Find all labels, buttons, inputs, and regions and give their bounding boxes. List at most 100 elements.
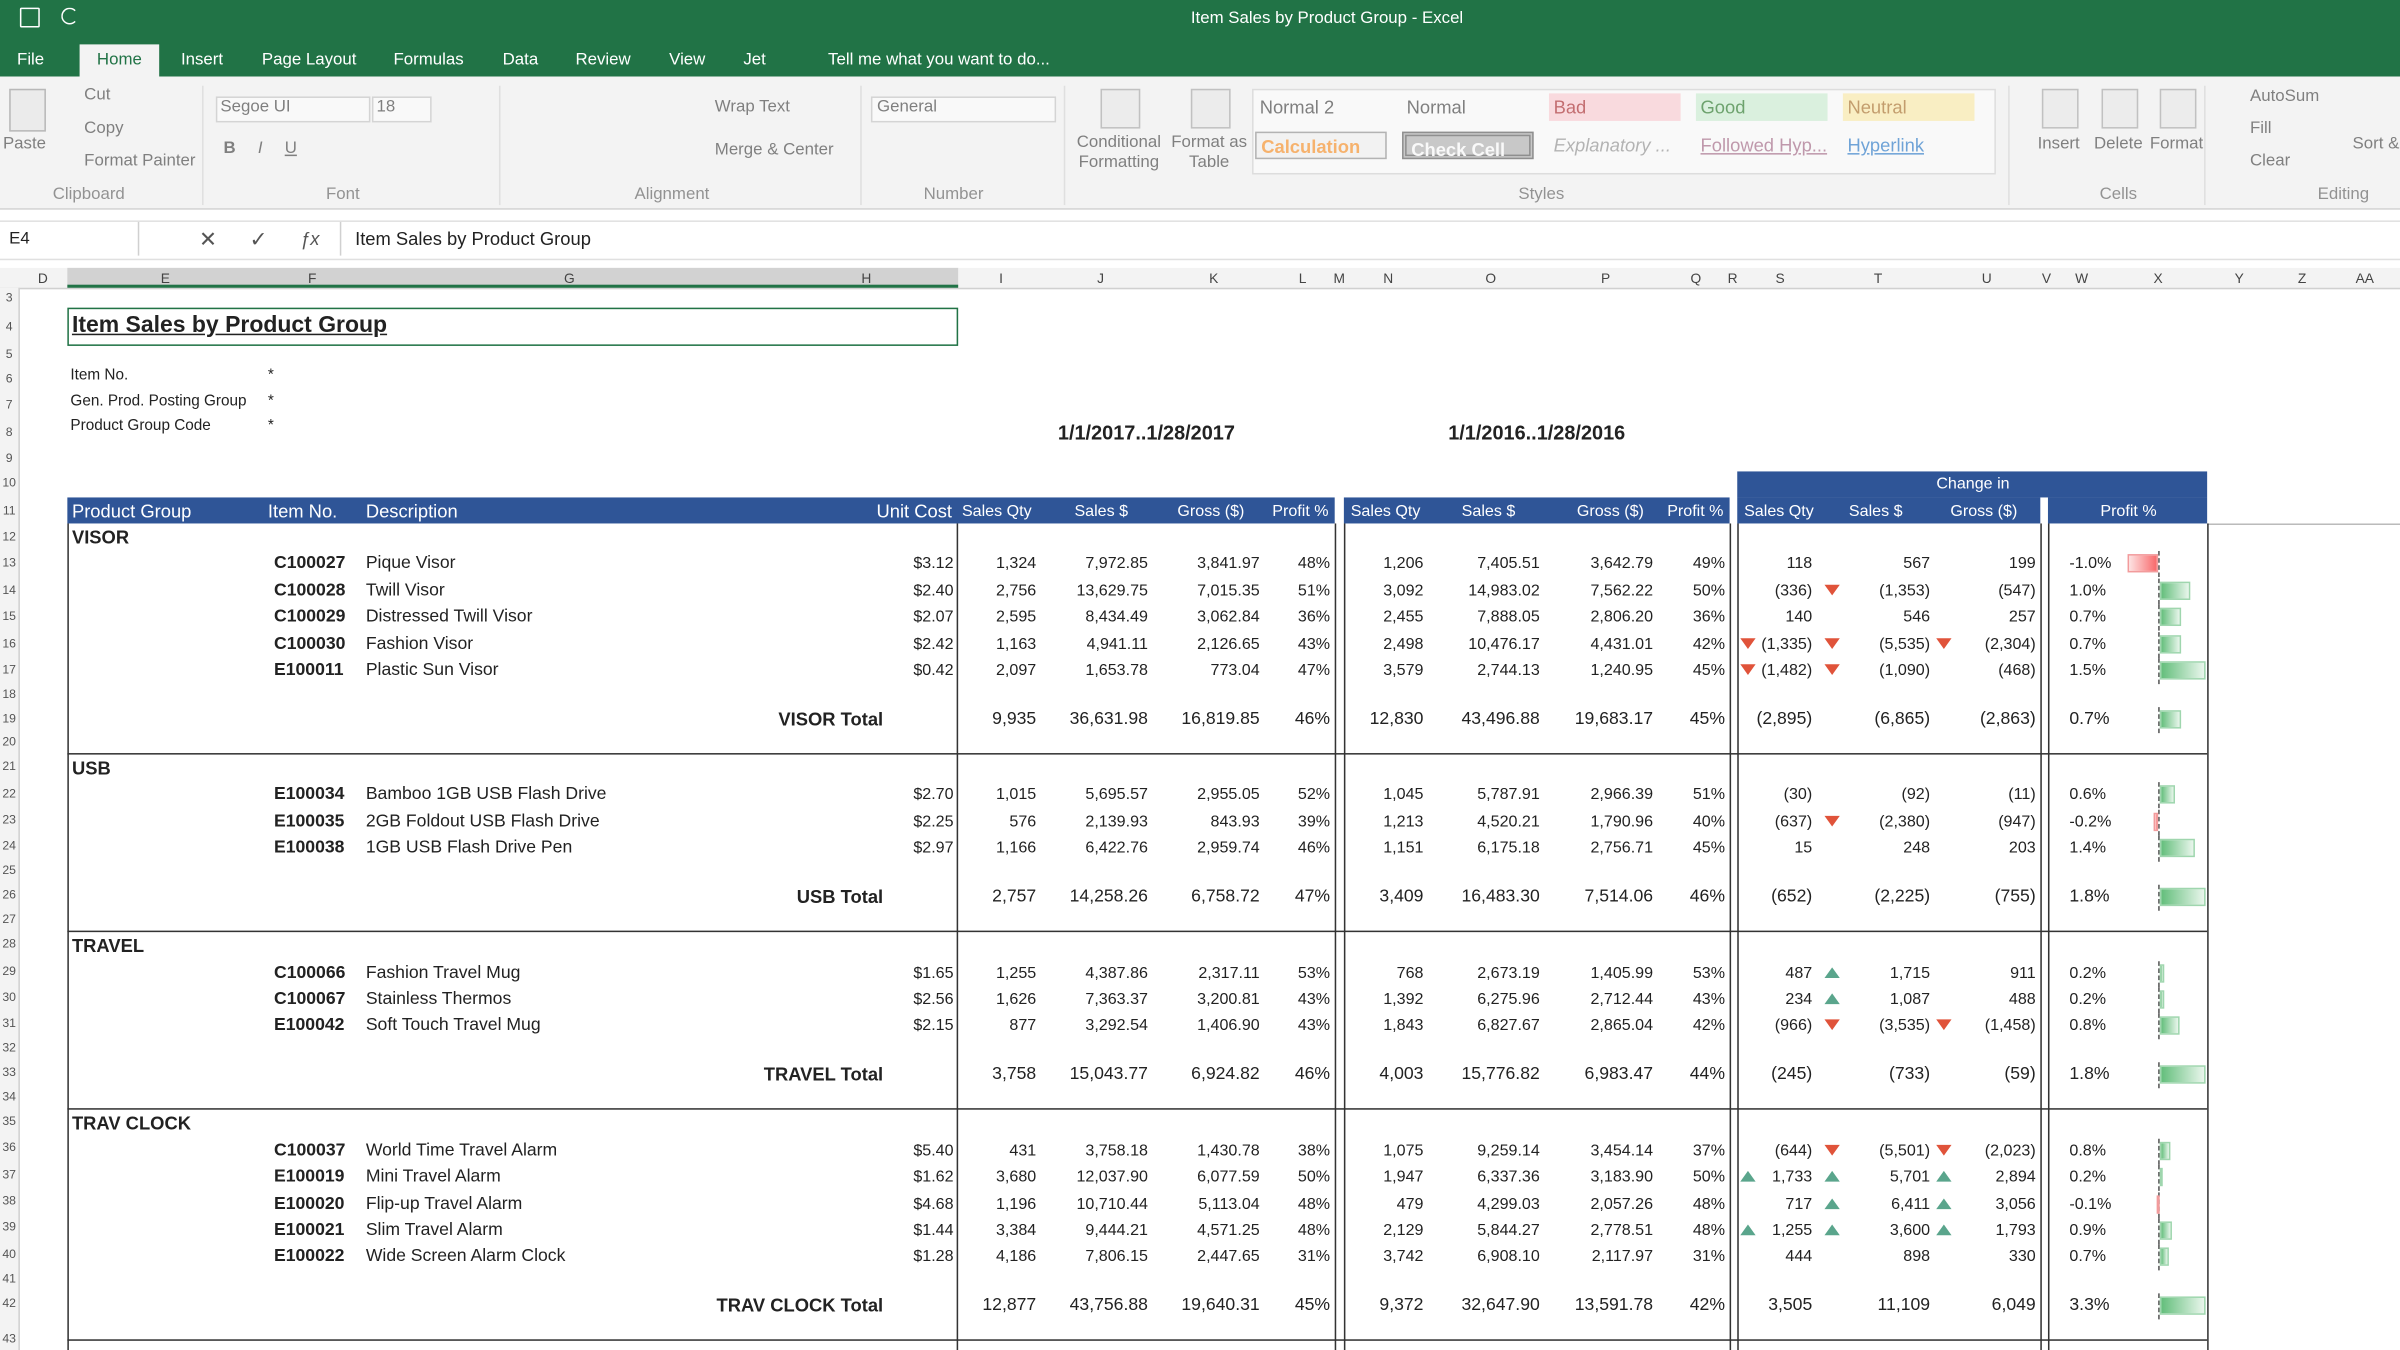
filter-value: * xyxy=(267,367,274,385)
ribbon-tab[interactable]: File xyxy=(17,50,45,69)
data-bar xyxy=(2159,1168,2163,1187)
item-cell: C100066 xyxy=(273,963,346,983)
name-box-text[interactable]: E4 xyxy=(9,229,30,248)
column-header: W xyxy=(2075,270,2089,287)
total-cell: 3.3% xyxy=(2069,1297,2110,1316)
item-cell: Fashion Visor xyxy=(365,634,474,653)
total-cell: 46% xyxy=(1294,710,1331,729)
selected-columns xyxy=(67,267,959,288)
ribbon-tab[interactable]: Data xyxy=(502,50,539,69)
ribbon-tab[interactable]: Home xyxy=(96,50,142,69)
cell-style[interactable]: Neutral xyxy=(1842,93,1975,121)
ribbon-tab[interactable]: View xyxy=(669,50,706,69)
header-bg xyxy=(1343,497,1730,524)
total-cell: 12,877 xyxy=(982,1297,1037,1316)
function-icon[interactable]: ƒx xyxy=(299,228,320,250)
merge-center-button[interactable]: Merge & Center xyxy=(714,140,834,160)
formula-input[interactable] xyxy=(339,221,2400,256)
item-cell: $3.12 xyxy=(913,554,954,574)
wrap-text-button[interactable]: Wrap Text xyxy=(714,97,790,117)
row-header: 27 xyxy=(2,912,16,927)
column-title: Sales Qty xyxy=(961,502,1032,521)
item-cell: 43% xyxy=(1297,634,1331,653)
total-cell: 43,756.88 xyxy=(1069,1297,1148,1316)
item-cell: Pique Visor xyxy=(365,554,456,574)
format-button[interactable]: I xyxy=(257,139,263,158)
item-cell: 3,183.90 xyxy=(1590,1168,1654,1187)
group-separator xyxy=(1063,85,1066,206)
format-painter-button[interactable]: Format Painter xyxy=(84,151,196,170)
item-cell: 7,562.22 xyxy=(1590,581,1654,600)
name-box[interactable] xyxy=(0,221,140,256)
item-cell: 2,894 xyxy=(1995,1168,2036,1187)
ribbon-tab[interactable]: Page Layout xyxy=(261,50,357,69)
item-cell: 2,126.65 xyxy=(1197,634,1260,653)
axis-line xyxy=(2158,884,2160,912)
font-name[interactable]: Segoe UI xyxy=(220,97,291,117)
row-header: 40 xyxy=(2,1247,16,1262)
ribbon-tab[interactable]: Review xyxy=(575,50,631,69)
fill-button[interactable]: Fill xyxy=(2249,119,2272,138)
item-cell: 768 xyxy=(1396,963,1424,983)
ribbon-tab[interactable]: Formulas xyxy=(393,50,464,69)
undo-icon[interactable] xyxy=(61,7,79,25)
font-size[interactable]: 18 xyxy=(376,97,396,117)
cell-style[interactable]: Explanatory ... xyxy=(1553,134,1671,157)
item-cell: 10,476.17 xyxy=(1468,634,1540,653)
item-cell: 1.0% xyxy=(2069,581,2107,600)
item-cell: (1,090) xyxy=(1879,661,1931,680)
cancel-icon[interactable]: ✕ xyxy=(198,226,217,252)
insert-cells-button[interactable]: Insert xyxy=(2037,134,2080,154)
format-cells-button[interactable]: Format xyxy=(2149,134,2204,154)
cell-style[interactable]: Normal xyxy=(1406,96,1466,118)
cell-style[interactable]: Calculation xyxy=(1255,131,1387,160)
item-cell: 2,756 xyxy=(995,581,1037,600)
sort-filter-button[interactable]: Sort & Filter xyxy=(2352,134,2400,154)
enter-icon[interactable]: ✓ xyxy=(249,226,268,252)
item-cell: Plastic Sun Visor xyxy=(365,661,499,680)
autosum-button[interactable]: AutoSum xyxy=(2249,87,2320,106)
title-bar xyxy=(0,0,2400,77)
item-cell: 3,841.97 xyxy=(1197,554,1260,574)
item-cell: $2.70 xyxy=(913,785,954,805)
cell-style[interactable]: Check Cell xyxy=(1402,131,1534,161)
up-arrow-icon xyxy=(1936,1224,1952,1236)
row-header: 16 xyxy=(2,636,16,651)
cell-style[interactable]: Hyperlink xyxy=(1847,134,1925,157)
active-cell[interactable] xyxy=(67,307,959,346)
row-header: 41 xyxy=(2,1271,16,1286)
cell-style[interactable]: Bad xyxy=(1548,93,1681,121)
total-cell: VISOR Total xyxy=(778,708,884,731)
item-cell: 2,595 xyxy=(995,607,1037,627)
item-cell: 487 xyxy=(1785,963,1813,983)
clear-button[interactable]: Clear xyxy=(2249,151,2291,170)
conditional-formatting-button[interactable]: Conditional Formatting xyxy=(1076,133,1161,172)
item-cell: 0.9% xyxy=(2069,1221,2107,1240)
format-button[interactable]: U xyxy=(284,139,297,158)
number-format[interactable]: General xyxy=(877,97,937,117)
cut-button[interactable]: Cut xyxy=(84,85,111,105)
ribbon-tab[interactable]: Insert xyxy=(180,50,224,69)
item-cell: 2,317.11 xyxy=(1198,963,1260,983)
cell-style[interactable]: Followed Hyp... xyxy=(1700,134,1828,157)
group-label: Alignment xyxy=(634,185,710,204)
format-button[interactable]: B xyxy=(223,139,236,158)
item-cell: 257 xyxy=(2008,607,2036,627)
item-cell: $1.62 xyxy=(913,1168,954,1187)
tell-me[interactable]: Tell me what you want to do... xyxy=(828,50,1050,69)
ribbon-tab[interactable]: Jet xyxy=(743,50,766,69)
cell-style[interactable]: Good xyxy=(1695,93,1828,121)
cell-style[interactable]: Normal 2 xyxy=(1259,96,1335,118)
save-icon[interactable] xyxy=(19,7,40,28)
column-title: Profit % xyxy=(1667,502,1724,521)
total-cell: 15,776.82 xyxy=(1461,1065,1540,1085)
copy-button[interactable]: Copy xyxy=(84,119,124,138)
delete-cells-button[interactable]: Delete xyxy=(2094,134,2143,154)
item-cell: 2,806.20 xyxy=(1590,607,1654,627)
up-arrow-icon xyxy=(1824,993,1840,1005)
format-as-table-button[interactable]: Format as Table xyxy=(1171,133,1248,172)
paste-button[interactable]: Paste xyxy=(2,134,47,154)
formula-content[interactable]: Item Sales by Product Group xyxy=(355,228,591,250)
column-header: X xyxy=(2153,270,2163,287)
item-cell: 48% xyxy=(1692,1221,1725,1240)
